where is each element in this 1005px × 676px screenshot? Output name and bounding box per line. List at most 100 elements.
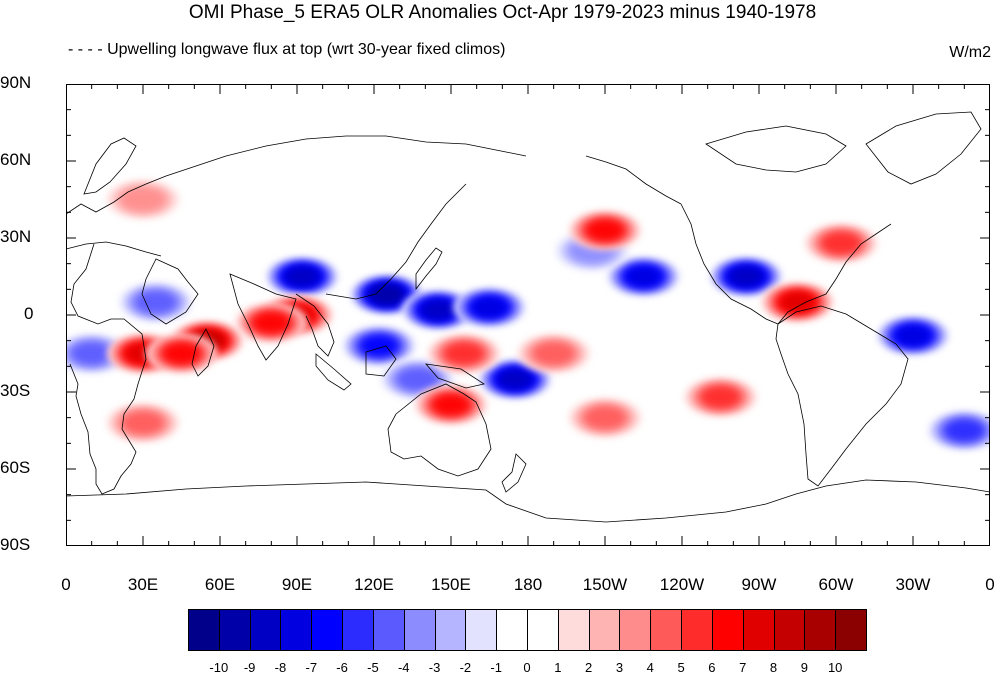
coastline-south-america bbox=[775, 305, 909, 487]
lon-tick-label: 0 bbox=[985, 575, 995, 594]
anomaly-blob bbox=[584, 406, 626, 429]
coastline-antarctica bbox=[66, 479, 990, 523]
lon-tick-label: 60E bbox=[204, 575, 236, 594]
colorbar-swatch bbox=[372, 609, 405, 651]
colorbar-tick-label: 5 bbox=[677, 660, 685, 675]
colorbar-swatch bbox=[188, 609, 220, 651]
colorbar-tick-label: 0 bbox=[523, 660, 531, 675]
colorbar-swatch bbox=[835, 609, 867, 651]
colorbar-tick-label: 8 bbox=[769, 660, 778, 675]
lon-tick-label: 150E bbox=[431, 575, 471, 594]
anomaly-blob bbox=[253, 312, 289, 333]
colorbar-swatch bbox=[804, 609, 837, 651]
coastline-scandinavia bbox=[83, 137, 137, 195]
anomaly-blob bbox=[587, 220, 623, 241]
chart-title: OMI Phase_5 ERA5 OLR Anomalies Oct-Apr 1… bbox=[188, 2, 817, 23]
colorbar-swatch bbox=[434, 609, 467, 651]
colorbar-tick-label: 3 bbox=[615, 660, 624, 675]
anomaly-blob bbox=[945, 420, 983, 441]
subtitle-left: - - - - Upwelling longwave flux at top (… bbox=[68, 41, 506, 58]
lat-tick-label: 0 bbox=[24, 304, 34, 323]
anomaly-map bbox=[66, 84, 990, 546]
anomaly-blob bbox=[499, 370, 531, 389]
lon-tick-label: 30E bbox=[127, 575, 159, 594]
anomaly-blob bbox=[730, 267, 762, 286]
colorbar-swatch bbox=[619, 609, 652, 651]
colorbar-tick-label: 2 bbox=[585, 660, 593, 675]
colorbar-swatch bbox=[711, 609, 744, 651]
lon-tick-label: 0 bbox=[61, 575, 71, 594]
lon-tick-label: 120W bbox=[659, 575, 705, 594]
lon-tick-label: 150W bbox=[582, 575, 628, 594]
anomaly-blob bbox=[533, 342, 575, 365]
lat-tick-label: 30S bbox=[0, 381, 31, 400]
lon-tick-label: 120E bbox=[354, 575, 394, 594]
colorbar-swatch bbox=[342, 609, 374, 651]
units-label: W/m2 bbox=[949, 44, 991, 61]
anomaly-blob bbox=[71, 342, 113, 365]
lon-tick-label: 180 bbox=[513, 575, 543, 594]
anomaly-blob bbox=[781, 292, 814, 312]
lon-tick-label: 90E bbox=[281, 575, 313, 594]
coastline-borneo bbox=[365, 345, 397, 377]
coastline-arabia bbox=[141, 258, 199, 325]
lat-tick-label: 90N bbox=[0, 73, 32, 92]
colorbar-tick-label: -3 bbox=[428, 660, 441, 675]
colorbar bbox=[188, 609, 867, 651]
colorbar-swatch bbox=[311, 609, 344, 651]
coastline-se-asia bbox=[295, 293, 335, 357]
coastline-north-america-west bbox=[680, 203, 779, 325]
lat-tick-label: 60S bbox=[0, 458, 31, 477]
anomaly-blob bbox=[822, 232, 860, 254]
lon-tick-label: 90W bbox=[741, 575, 777, 594]
colorbar-tick-label: -7 bbox=[305, 660, 318, 675]
anomaly-blob bbox=[445, 343, 483, 364]
coastline-india bbox=[229, 273, 297, 361]
coastline-mediterranean bbox=[66, 241, 162, 257]
coastline-east-asia bbox=[325, 183, 467, 300]
colorbar-tick-label: -9 bbox=[243, 660, 256, 675]
map-background bbox=[66, 84, 990, 546]
anomaly-blob bbox=[164, 343, 199, 364]
anomaly-blob bbox=[473, 298, 506, 317]
coastline-greenland bbox=[865, 111, 982, 185]
coastline-australia bbox=[387, 383, 492, 477]
colorbar-tick-label: -10 bbox=[209, 660, 229, 675]
colorbar-swatch bbox=[773, 609, 806, 651]
colorbar-tick-label: -1 bbox=[490, 660, 502, 675]
coastline-sumatra bbox=[315, 353, 352, 391]
lon-tick-label: 60W bbox=[818, 575, 854, 594]
lon-tick-label: 30W bbox=[895, 575, 931, 594]
lat-tick-label: 60N bbox=[0, 150, 32, 169]
colorbar-tick-label: 4 bbox=[646, 660, 654, 675]
colorbar-tick-label: 10 bbox=[827, 660, 843, 675]
colorbar-tick-label: -8 bbox=[274, 660, 287, 675]
coastlines bbox=[66, 111, 990, 523]
anomaly-blob bbox=[896, 326, 930, 345]
colorbar-tick-label: 9 bbox=[800, 660, 808, 675]
anomaly-blob bbox=[371, 285, 403, 304]
colorbar-tick-label: 6 bbox=[708, 660, 716, 675]
colorbar-tick-label: -5 bbox=[367, 660, 379, 675]
colorbar-swatch bbox=[465, 609, 498, 651]
anomaly-blob bbox=[422, 300, 454, 319]
anomaly-blob bbox=[397, 367, 439, 391]
colorbar-swatch bbox=[249, 609, 282, 651]
colorbar-swatch bbox=[496, 609, 528, 651]
anomaly-blob bbox=[433, 395, 469, 415]
coastline-new-guinea bbox=[425, 363, 486, 389]
colorbar-swatch bbox=[588, 609, 621, 651]
colorbar-tick-label: -4 bbox=[397, 660, 410, 675]
colorbar-tick-label: -2 bbox=[459, 660, 472, 675]
anomaly-blob bbox=[120, 187, 166, 212]
anomaly-blob bbox=[286, 267, 318, 286]
anomaly-blob bbox=[122, 411, 164, 434]
anomaly-blob bbox=[701, 386, 740, 408]
colorbar-swatch bbox=[218, 609, 251, 651]
coastline-alaska bbox=[585, 155, 682, 205]
coastline-madagascar bbox=[191, 328, 215, 377]
coastline-europe bbox=[66, 135, 527, 215]
coastline-japan bbox=[415, 247, 443, 291]
anomaly-blob bbox=[627, 267, 660, 286]
coastline-north-america-east bbox=[777, 223, 892, 325]
